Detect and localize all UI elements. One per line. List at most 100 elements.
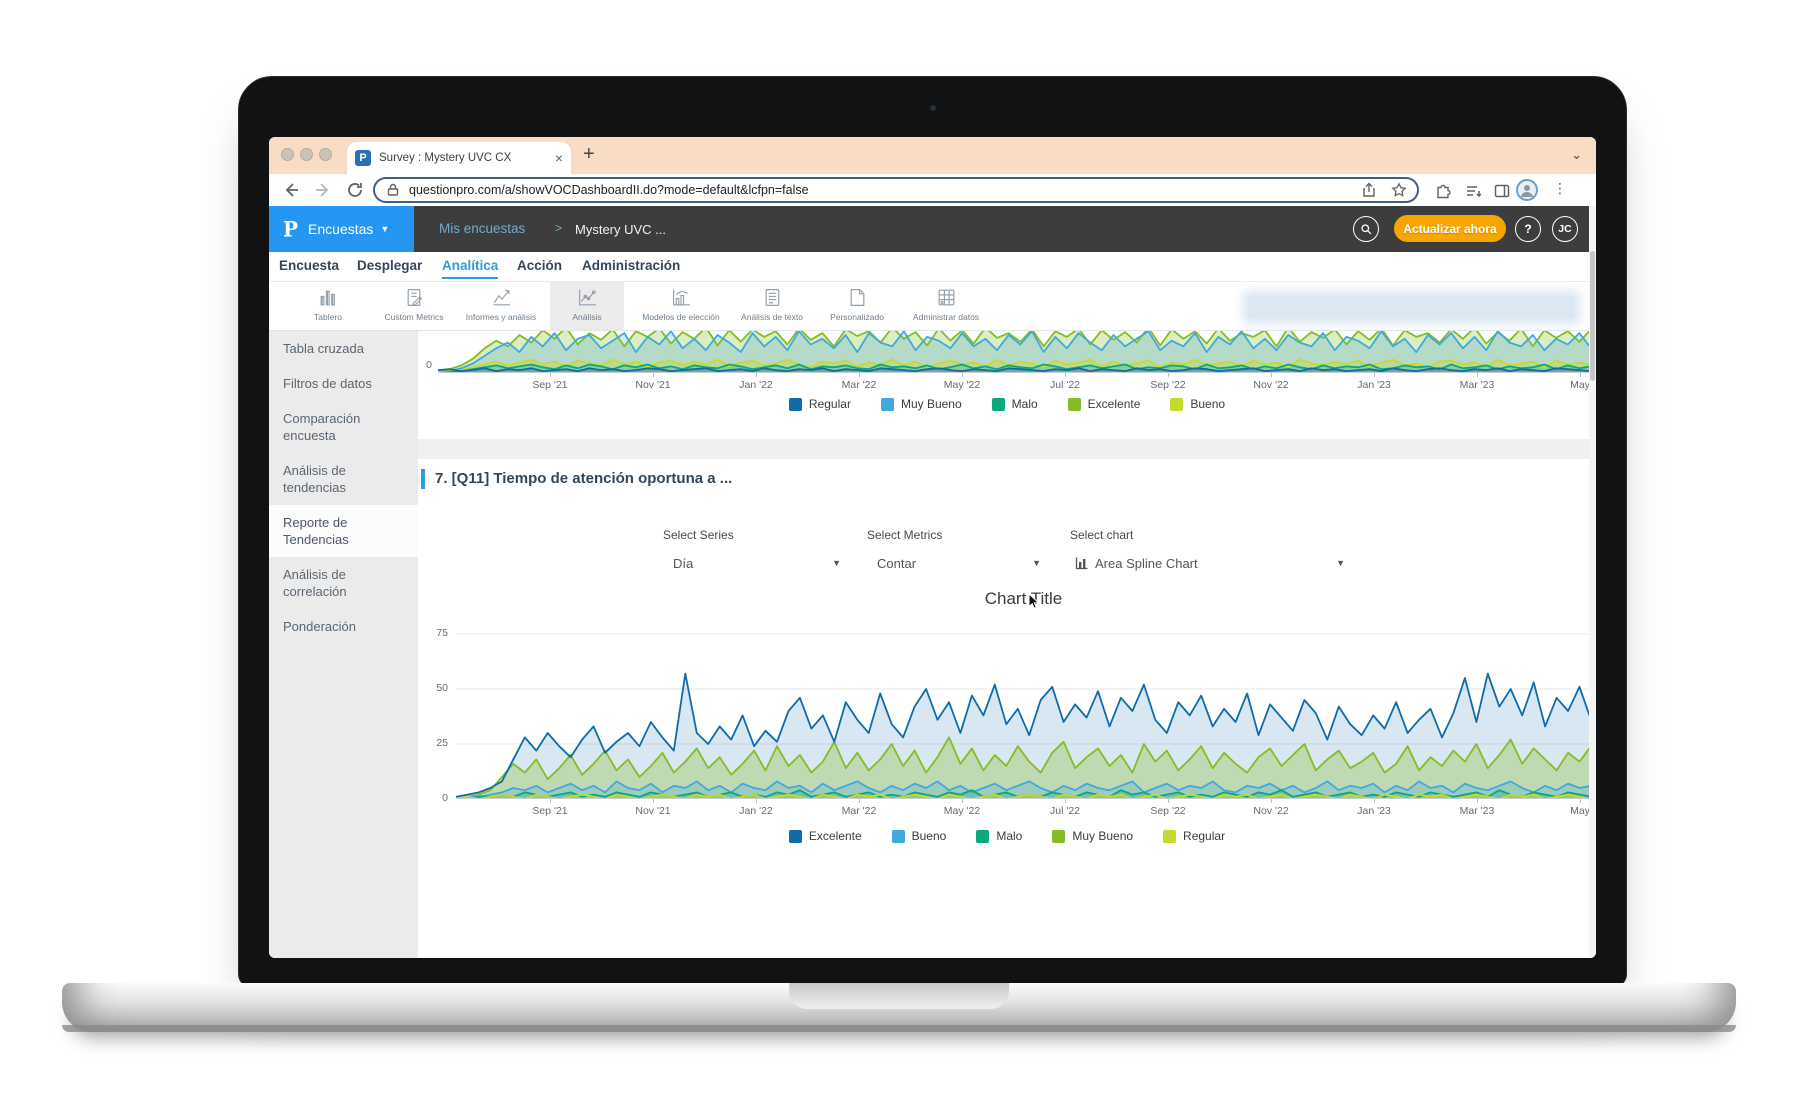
product-switcher[interactable]: P Encuestas ▼ [269,206,414,252]
side-panel-icon[interactable] [1493,182,1511,200]
update-now-button[interactable]: Actualizar ahora [1394,215,1506,242]
x-tick-label: May [1552,373,1596,391]
toolbar-item-administrar-datos[interactable]: Administrar datos [902,287,990,322]
toolbar-item-label: Administrar datos [912,312,980,322]
legend-swatch [1170,397,1184,411]
toolbar-item-análisis-de-texto[interactable]: Análisis de texto [728,287,816,322]
page-scrollbar[interactable] [1589,206,1596,958]
legend-item-excelente[interactable]: Excelente [788,829,862,843]
legend-swatch [788,397,802,411]
x-tick-label: Nov '22 [1243,799,1299,817]
window-minimize-button[interactable] [300,148,313,161]
toolbar-item-personalizado[interactable]: Personalizado [813,287,901,322]
window-maximize-button[interactable] [319,148,332,161]
browser-tab[interactable]: P Survey : Mystery UVC CX × [347,142,571,174]
url-bar[interactable]: questionpro.com/a/showVOCDashboardII.do?… [373,177,1419,203]
tab-close-icon[interactable]: × [554,150,563,166]
toolbar-item-custom-metrics[interactable]: Custom Metrics [370,287,458,322]
chevron-down-icon[interactable]: ⌄ [1571,147,1582,162]
mini-chart-icon [1075,557,1088,570]
browser-menu-icon[interactable]: ⋮ [1553,180,1567,196]
menu-item-desplegar[interactable]: Desplegar [357,258,423,273]
legend-item-regular[interactable]: Regular [1163,829,1225,843]
legend-item-regular[interactable]: Regular [788,397,851,411]
select-metrics-dropdown[interactable]: Contar ▼ [877,551,1041,575]
chart-title[interactable]: Chart Title [984,589,1063,608]
doc-fold-icon [850,289,864,306]
new-tab-button[interactable]: + [583,143,595,165]
y-tick-label: 0 [442,792,448,804]
legend-swatch [1052,829,1066,843]
toolbar-item-informes-y-análisis[interactable]: Informes y análisis [457,287,545,322]
legend-label: Regular [808,397,851,411]
scrollbar-thumb[interactable] [1590,251,1595,381]
legend-item-excelente[interactable]: Excelente [1067,397,1140,411]
legend-label: Bueno [911,829,947,843]
profile-avatar[interactable] [1516,179,1538,201]
legend-item-bueno[interactable]: Bueno [1170,397,1225,411]
legend-swatch [1067,397,1081,411]
legend-item-muy-bueno[interactable]: Muy Bueno [1052,829,1133,843]
help-button[interactable]: ? [1515,216,1541,242]
x-tick-label: Nov '21 [625,373,681,391]
legend-label: Muy Bueno [1072,829,1134,843]
legend-label: Malo [996,829,1023,843]
menu-item-encuesta[interactable]: Encuesta [279,258,340,273]
x-tick-label: Jan '22 [728,373,784,391]
legend-item-malo[interactable]: Malo [991,397,1038,411]
bar-chart-icon [320,290,335,306]
x-tick-label: Mar '23 [1449,799,1505,817]
product-name: Encuestas [308,221,374,237]
chart1-y-axis-label: 0 [426,359,432,371]
sidebar-item-filtros-de-datos[interactable]: Filtros de datos [283,376,372,391]
sidebar-item-ponderación[interactable]: Ponderación [283,619,356,634]
legend-item-bueno[interactable]: Bueno [891,829,947,843]
forward-button[interactable] [313,180,333,200]
toolbar-item-modelos-de-elección[interactable]: Modelos de elección [637,287,725,322]
share-icon[interactable] [1361,182,1377,198]
sidebar-item-análisis-de-correlación[interactable]: Análisis de correlación [283,567,347,599]
bookmark-star-icon[interactable] [1391,182,1407,198]
sidebar-item-reporte-de-tendencias[interactable]: Reporte de Tendencias [269,505,418,557]
legend-item-malo[interactable]: Malo [976,829,1022,843]
x-tick-label: Mar '22 [831,799,887,817]
select-chart-dropdown[interactable]: Area Spline Chart ▼ [1075,551,1345,575]
select-series-dropdown[interactable]: Día ▼ [673,551,841,575]
x-tick-label: Jul '22 [1037,799,1093,817]
search-button[interactable] [1353,216,1379,242]
legend-item-muy-bueno[interactable]: Muy Bueno [880,397,962,411]
user-avatar-initials[interactable]: JC [1552,216,1578,242]
sidebar-item-análisis-de-tendencias[interactable]: Análisis de tendencias [283,463,346,495]
toolbar-item-análisis[interactable]: Análisis [543,287,631,322]
sidebar-item-comparación-encuesta[interactable]: Comparación encuesta [283,411,361,443]
url-text[interactable]: questionpro.com/a/showVOCDashboardII.do?… [409,183,809,197]
main-content: 0 Sep '21 Nov '21 Jan '22 Mar '22 May '22 Jul… [418,331,1596,958]
breadcrumb-current: Mystery UVC ... [575,222,667,237]
doc-text-icon [765,289,779,306]
breadcrumb-parent[interactable]: Mis encuestas [439,221,526,236]
toolbar-item-label: Tablero [314,312,342,322]
area-spline-chart[interactable] [456,629,1591,799]
extensions-puzzle-icon[interactable] [1435,182,1453,200]
sidebar-item-tabla-cruzada[interactable]: Tabla cruzada [283,341,364,356]
trend-chart-partial[interactable] [438,331,1591,373]
select-series-value: Día [673,555,694,571]
primary-nav: Encuesta Desplegar Analítica Acción Administ… [269,252,1596,282]
chart1-legend: Regular Muy Bueno Malo Excelente Bueno [418,397,1596,411]
toolbar-item-tablero[interactable]: Tablero [284,287,372,322]
toolbar-item-label: Análisis [572,312,602,322]
reading-list-icon[interactable] [1465,182,1483,200]
menu-item-analítica[interactable]: Analítica [442,258,499,279]
reload-button[interactable] [345,180,365,200]
window-close-button[interactable] [281,148,294,161]
x-tick-label: Mar '23 [1449,373,1505,391]
toolbar-item-label: Informes y análisis [465,312,537,322]
spreadsheet-icon [938,289,954,306]
x-tick-label: May [1552,799,1596,817]
x-tick-label: Sep '21 [522,373,578,391]
menu-item-acción[interactable]: Acción [517,258,563,273]
menu-item-administración[interactable]: Administración [582,258,681,273]
back-button[interactable] [281,180,301,200]
toolbar-item-label: Análisis de texto [741,312,803,322]
